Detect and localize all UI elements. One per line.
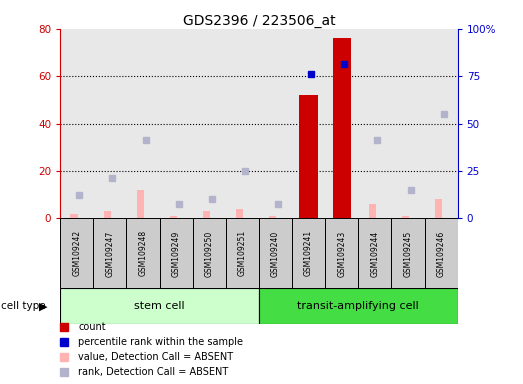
Text: GSM109247: GSM109247 [105,230,115,276]
Bar [358,218,391,288]
Bar [292,218,325,288]
Bar [259,218,292,288]
Bar [104,211,111,218]
Text: GSM109251: GSM109251 [238,230,247,276]
Text: transit-amplifying cell: transit-amplifying cell [298,301,419,311]
Text: GSM109242: GSM109242 [72,230,81,276]
Bar [137,190,144,218]
Text: GSM109249: GSM109249 [172,230,180,276]
Text: percentile rank within the sample: percentile rank within the sample [78,337,243,347]
Text: GSM109246: GSM109246 [437,230,446,276]
Text: cell type: cell type [1,301,45,311]
Text: rank, Detection Call = ABSENT: rank, Detection Call = ABSENT [78,367,228,377]
Bar [435,200,442,218]
Text: ▶: ▶ [39,301,48,311]
Bar [402,216,409,218]
Text: stem cell: stem cell [134,301,185,311]
Bar [425,218,458,288]
Bar [259,288,458,324]
Bar [203,211,210,218]
Bar [170,216,177,218]
Bar [127,218,160,288]
Title: GDS2396 / 223506_at: GDS2396 / 223506_at [183,14,335,28]
Text: value, Detection Call = ABSENT: value, Detection Call = ABSENT [78,352,233,362]
Text: GSM109244: GSM109244 [370,230,379,276]
Bar [300,95,317,218]
Text: GSM109250: GSM109250 [204,230,214,276]
Text: GSM109240: GSM109240 [271,230,280,276]
Bar [192,218,226,288]
Bar [236,209,243,218]
Text: GSM109241: GSM109241 [304,230,313,276]
Bar [160,218,192,288]
Text: count: count [78,322,106,332]
Text: GSM109245: GSM109245 [403,230,413,276]
Bar [71,214,78,218]
Bar [333,38,351,218]
Text: GSM109243: GSM109243 [337,230,346,276]
Bar [226,218,259,288]
Bar [269,216,277,218]
Bar [325,218,358,288]
Bar [93,218,127,288]
Bar [369,204,376,218]
Text: GSM109248: GSM109248 [139,230,147,276]
Bar [391,218,425,288]
Bar [60,288,259,324]
Bar [60,218,93,288]
